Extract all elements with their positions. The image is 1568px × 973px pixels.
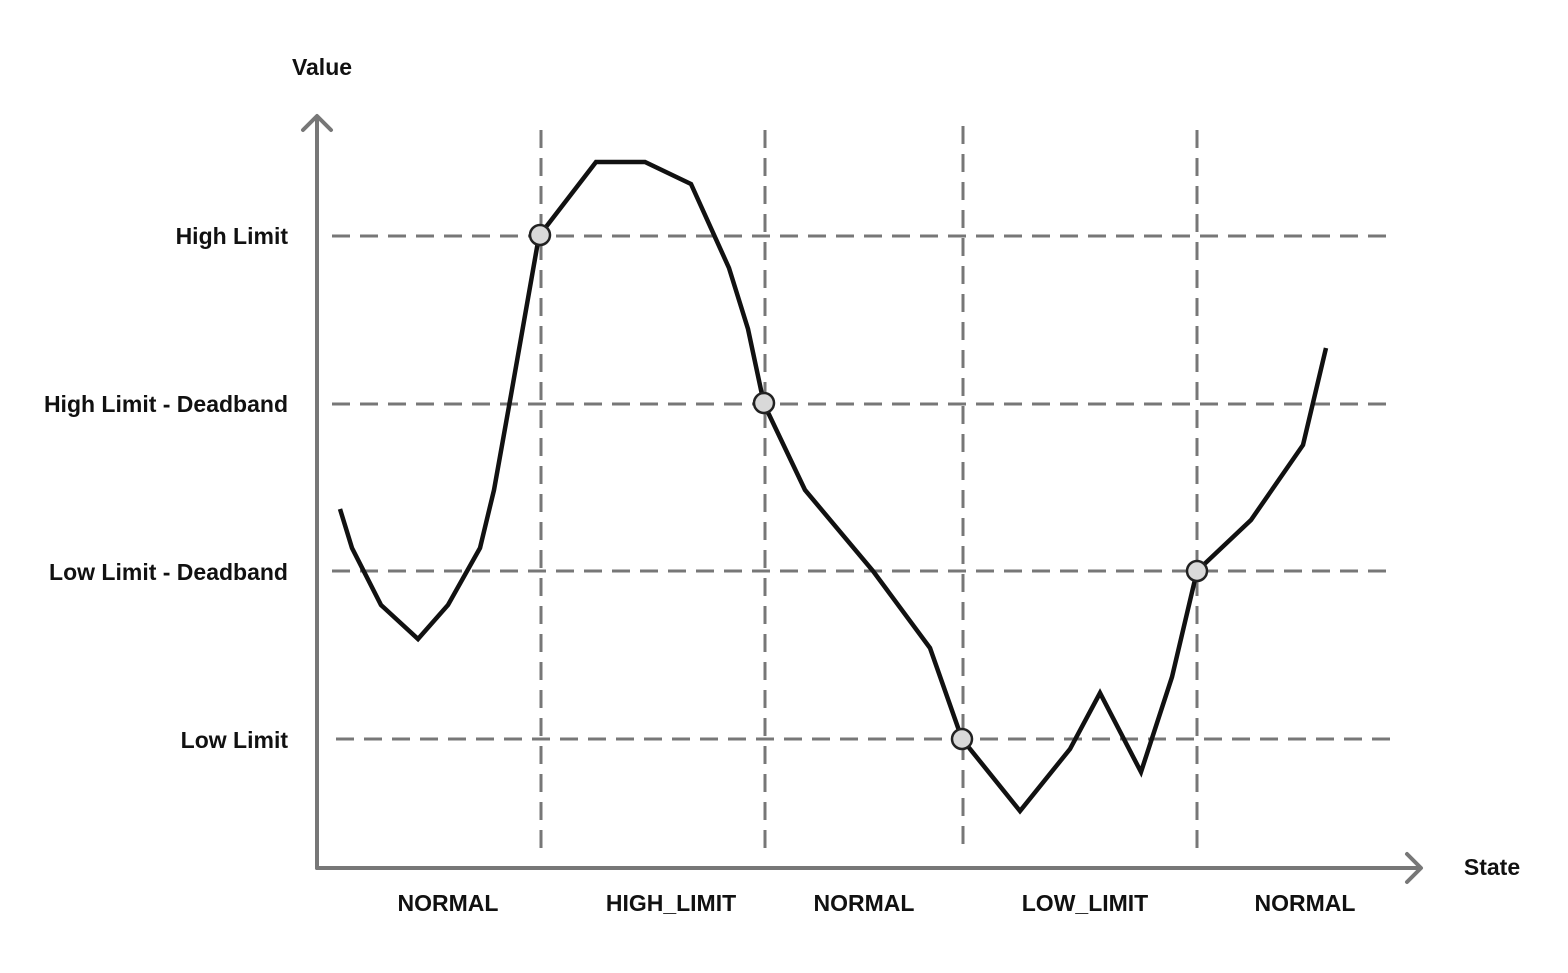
crossing-marker-3 [950, 727, 974, 751]
signal-curve [337, 159, 1329, 815]
axes [301, 114, 1423, 884]
y-axis-label: Value [292, 54, 352, 80]
level-label-high-limit-deadband: High Limit - Deadband [44, 391, 288, 417]
level-label-high-limit: High Limit [176, 223, 289, 249]
crossing-markers [528, 223, 1209, 751]
y-axis-arrow-icon [301, 114, 333, 132]
x-axis-arrow-icon [1405, 852, 1423, 884]
level-guides [332, 234, 1395, 741]
x-axis-label: State [1464, 854, 1520, 880]
state-label-3: NORMAL [814, 890, 915, 916]
state-label-1: NORMAL [398, 890, 499, 916]
state-label-4: LOW_LIMIT [1022, 890, 1148, 916]
level-label-low-limit-deadband: Low Limit - Deadband [49, 559, 288, 585]
crossing-marker-4 [1185, 559, 1209, 583]
crossing-marker-2 [752, 391, 776, 415]
state-label-2: HIGH_LIMIT [606, 890, 736, 916]
crossing-marker-1 [528, 223, 552, 247]
level-label-low-limit: Low Limit [181, 727, 289, 753]
state-label-5: NORMAL [1255, 890, 1356, 916]
